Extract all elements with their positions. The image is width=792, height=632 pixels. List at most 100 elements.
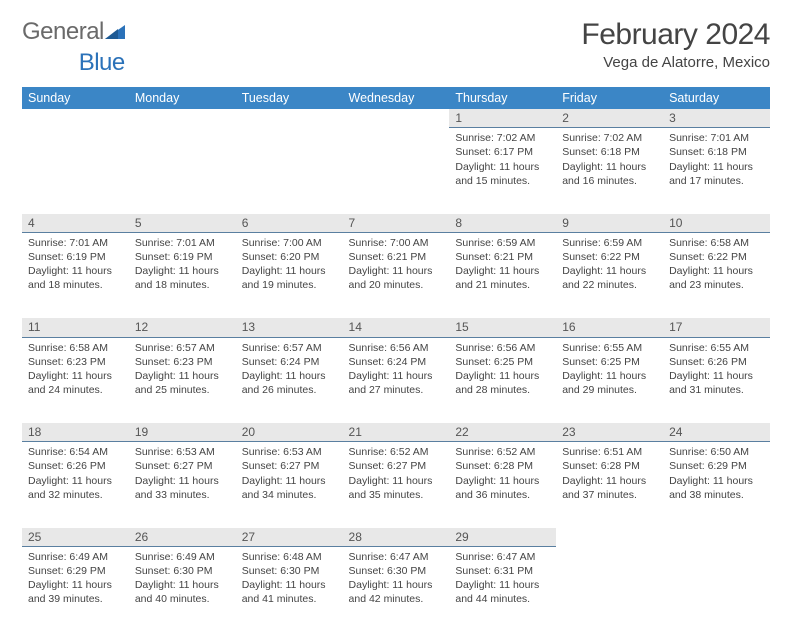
daylight-text-1: Daylight: 11 hours xyxy=(135,474,230,488)
sunset-text: Sunset: 6:19 PM xyxy=(135,250,230,264)
sunset-text: Sunset: 6:21 PM xyxy=(455,250,550,264)
daylight-text-2: and 41 minutes. xyxy=(242,592,337,606)
daylight-text-1: Daylight: 11 hours xyxy=(349,474,444,488)
day-cell: Sunrise: 6:55 AMSunset: 6:25 PMDaylight:… xyxy=(556,337,663,423)
daylight-text-2: and 31 minutes. xyxy=(669,383,764,397)
week-content-row: Sunrise: 6:49 AMSunset: 6:29 PM Daylight:… xyxy=(22,546,770,632)
daylight-text-1: Daylight: 11 hours xyxy=(669,160,764,174)
brand-triangle-icon xyxy=(105,18,125,46)
sunset-text: Sunset: 6:29 PM xyxy=(669,459,764,473)
week-number-row: 45678910 xyxy=(22,214,770,233)
day-number-cell: 4 xyxy=(22,214,129,233)
daylight-text-2: and 27 minutes. xyxy=(349,383,444,397)
sunrise-text: Sunrise: 6:49 AM xyxy=(28,550,123,564)
day-number-cell: 27 xyxy=(236,528,343,547)
day-number-cell: 8 xyxy=(449,214,556,233)
day-number-cell: 16 xyxy=(556,318,663,337)
sunrise-text: Sunrise: 6:55 AM xyxy=(669,341,764,355)
daylight-text-2: and 36 minutes. xyxy=(455,488,550,502)
sunset-text: Sunset: 6:22 PM xyxy=(562,250,657,264)
sunset-text: Sunset: 6:17 PM xyxy=(455,145,550,159)
sunrise-text: Sunrise: 6:56 AM xyxy=(455,341,550,355)
daylight-text-2: and 18 minutes. xyxy=(135,278,230,292)
sunrise-text: Sunrise: 6:58 AM xyxy=(28,341,123,355)
sunset-text: Sunset: 6:24 PM xyxy=(349,355,444,369)
daylight-text-2: and 38 minutes. xyxy=(669,488,764,502)
daylight-text-2: and 35 minutes. xyxy=(349,488,444,502)
sunset-text: Sunset: 6:25 PM xyxy=(455,355,550,369)
sunset-text: Sunset: 6:19 PM xyxy=(28,250,123,264)
sunset-text: Sunset: 6:27 PM xyxy=(135,459,230,473)
daylight-text-2: and 20 minutes. xyxy=(349,278,444,292)
sunrise-text: Sunrise: 7:01 AM xyxy=(28,236,123,250)
sunset-text: Sunset: 6:24 PM xyxy=(242,355,337,369)
day-number-cell: 10 xyxy=(663,214,770,233)
daylight-text-2: and 25 minutes. xyxy=(135,383,230,397)
sunrise-text: Sunrise: 6:59 AM xyxy=(562,236,657,250)
daylight-text-1: Daylight: 11 hours xyxy=(455,264,550,278)
day-cell xyxy=(236,128,343,214)
day-cell: Sunrise: 6:58 AMSunset: 6:22 PMDaylight:… xyxy=(663,232,770,318)
daylight-text-2: and 22 minutes. xyxy=(562,278,657,292)
daylight-text-1: Daylight: 11 hours xyxy=(135,264,230,278)
daylight-text-2: and 42 minutes. xyxy=(349,592,444,606)
month-title: February 2024 xyxy=(581,18,770,52)
sunrise-text: Sunrise: 6:52 AM xyxy=(349,445,444,459)
sunset-text: Sunset: 6:26 PM xyxy=(669,355,764,369)
week-content-row: Sunrise: 6:58 AMSunset: 6:23 PMDaylight:… xyxy=(22,337,770,423)
sunset-text: Sunset: 6:27 PM xyxy=(349,459,444,473)
day-cell xyxy=(663,546,770,632)
sunrise-text: Sunrise: 6:55 AM xyxy=(562,341,657,355)
day-cell: Sunrise: 7:00 AMSunset: 6:21 PMDaylight:… xyxy=(343,232,450,318)
sunrise-text: Sunrise: 6:58 AM xyxy=(669,236,764,250)
day-cell: Sunrise: 7:01 AMSunset: 6:19 PMDaylight:… xyxy=(22,232,129,318)
day-number-cell xyxy=(556,528,663,547)
week-content-row: Sunrise: 6:54 AMSunset: 6:26 PMDaylight:… xyxy=(22,442,770,528)
daylight-text-1: Daylight: 11 hours xyxy=(349,578,444,592)
daylight-text-1: Daylight: 11 hours xyxy=(669,369,764,383)
daylight-text-1: Daylight: 11 hours xyxy=(349,264,444,278)
sunrise-text: Sunrise: 6:51 AM xyxy=(562,445,657,459)
brand-text-2: Blue xyxy=(79,49,125,77)
day-cell: Sunrise: 6:53 AMSunset: 6:27 PMDaylight:… xyxy=(236,442,343,528)
day-cell: Sunrise: 6:49 AMSunset: 6:30 PMDaylight:… xyxy=(129,546,236,632)
daylight-text-2: and 29 minutes. xyxy=(562,383,657,397)
daylight-text-2: and 34 minutes. xyxy=(242,488,337,502)
daylight-text-2: and 37 minutes. xyxy=(562,488,657,502)
day-number-cell: 5 xyxy=(129,214,236,233)
day-cell xyxy=(129,128,236,214)
day-header: Thursday xyxy=(449,87,556,109)
sunrise-text: Sunrise: 6:56 AM xyxy=(349,341,444,355)
sunrise-text: Sunrise: 6:48 AM xyxy=(242,550,337,564)
sunset-text: Sunset: 6:31 PM xyxy=(455,564,550,578)
day-number-cell xyxy=(236,109,343,128)
day-cell xyxy=(556,546,663,632)
daylight-text-1: Daylight: 11 hours xyxy=(135,369,230,383)
day-number-cell: 1 xyxy=(449,109,556,128)
daylight-text-2: and 19 minutes. xyxy=(242,278,337,292)
daylight-text-1: Daylight: 11 hours xyxy=(455,578,550,592)
sunset-text: Sunset: 6:18 PM xyxy=(669,145,764,159)
sunset-text: Sunset: 6:29 PM xyxy=(28,564,123,578)
sunrise-text: Sunrise: 7:01 AM xyxy=(135,236,230,250)
day-cell: Sunrise: 6:55 AMSunset: 6:26 PMDaylight:… xyxy=(663,337,770,423)
day-header-row: SundayMondayTuesdayWednesdayThursdayFrid… xyxy=(22,87,770,109)
daylight-text-1: Daylight: 11 hours xyxy=(562,264,657,278)
day-header: Sunday xyxy=(22,87,129,109)
day-number-cell: 17 xyxy=(663,318,770,337)
brand-text-1: General xyxy=(22,18,104,46)
week-content-row: Sunrise: 7:02 AMSunset: 6:17 PMDaylight:… xyxy=(22,128,770,214)
day-header: Tuesday xyxy=(236,87,343,109)
week-number-row: 11121314151617 xyxy=(22,318,770,337)
sunset-text: Sunset: 6:30 PM xyxy=(242,564,337,578)
daylight-text-2: and 24 minutes. xyxy=(28,383,123,397)
day-number-cell: 7 xyxy=(343,214,450,233)
sunset-text: Sunset: 6:18 PM xyxy=(562,145,657,159)
day-number-cell: 23 xyxy=(556,423,663,442)
day-cell: Sunrise: 6:58 AMSunset: 6:23 PMDaylight:… xyxy=(22,337,129,423)
day-number-cell: 20 xyxy=(236,423,343,442)
day-cell: Sunrise: 6:53 AMSunset: 6:27 PMDaylight:… xyxy=(129,442,236,528)
sunrise-text: Sunrise: 6:54 AM xyxy=(28,445,123,459)
sunset-text: Sunset: 6:28 PM xyxy=(455,459,550,473)
day-header: Saturday xyxy=(663,87,770,109)
